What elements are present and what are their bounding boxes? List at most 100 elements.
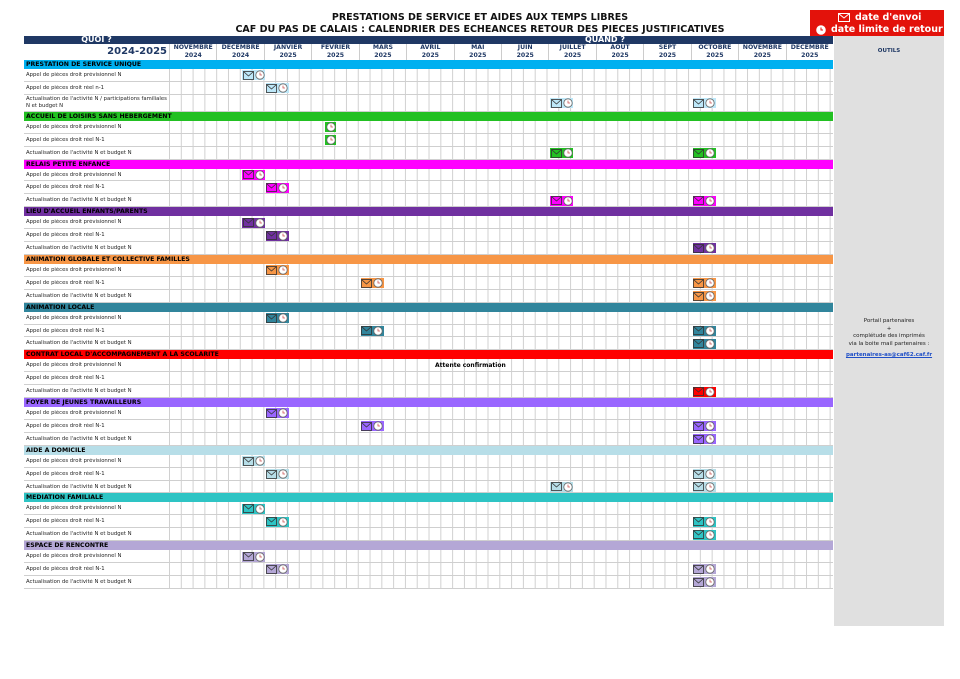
clock-icon — [704, 98, 716, 109]
legend-retour-label: date limite de retour — [831, 24, 943, 35]
portail-line3: complétude des imprimés — [853, 333, 925, 339]
schedule-mark — [692, 386, 716, 397]
row-divider — [24, 418, 833, 420]
clock-icon — [704, 481, 716, 492]
month-header: MAI 2025 — [453, 44, 501, 60]
row-divider — [24, 110, 833, 112]
row-divider — [24, 93, 833, 95]
row-divider — [24, 384, 833, 386]
row-divider — [24, 336, 833, 338]
month-name: JUIN — [517, 44, 533, 51]
row-label: Actualisation de l'activité N et budget … — [26, 340, 132, 347]
email-link[interactable]: partenaires-as@caf62.caf.fr — [845, 352, 933, 358]
row-grid — [169, 194, 833, 208]
envelope-icon — [692, 529, 705, 540]
row-divider — [24, 323, 833, 325]
legend-retour: date limite de retour — [816, 24, 943, 35]
envelope-icon — [692, 195, 705, 206]
envelope-icon — [265, 265, 278, 276]
period-label: 2024-2025 — [107, 46, 167, 57]
schedule-mark — [692, 148, 716, 159]
month-year: 2024 — [232, 51, 250, 59]
month-header: DECEMBRE 2024 — [216, 44, 263, 60]
row-grid — [169, 146, 833, 160]
row-grid — [169, 324, 833, 338]
row-divider — [24, 371, 833, 373]
month-year: 2025 — [421, 51, 439, 59]
month-header: JUIN 2025 — [501, 44, 548, 60]
month-name: AVRIL — [420, 44, 441, 51]
month-header: MARS 2025 — [358, 44, 406, 60]
clock-icon — [704, 386, 716, 397]
envelope-icon — [692, 325, 705, 336]
outils-panel — [834, 36, 944, 626]
row-divider — [24, 241, 833, 242]
row-divider — [24, 397, 833, 398]
month-name: FEVRIER — [320, 44, 351, 51]
quoi-label: QUOI ? — [81, 35, 112, 44]
envelope-icon — [692, 516, 705, 527]
row-label: Actualisation de l'activité N et budget … — [26, 197, 132, 204]
row-grid — [169, 94, 833, 112]
schedule-mark — [692, 421, 716, 432]
envelope-icon — [360, 421, 373, 432]
row-divider — [24, 132, 833, 134]
envelope-icon — [550, 98, 563, 109]
page-subtitle: CAF DU PAS DE CALAIS : CALENDRIER DES EC… — [235, 24, 725, 35]
schedule-mark — [692, 291, 716, 302]
row-label: Actualisation de l'activité N et budget … — [26, 292, 132, 299]
row-grid — [169, 407, 833, 420]
row-grid — [169, 563, 833, 576]
month-header: JANVIER 2025 — [263, 44, 311, 60]
section-header: CONTRAT LOCAL D'ACCOMPAGNEMENT A LA SCOL… — [24, 350, 833, 360]
month-name: NOVEMBRE — [742, 44, 782, 51]
envelope-icon — [265, 469, 278, 480]
schedule-mark — [692, 434, 716, 445]
row-label: Appel de pièces droit prévisionnel N — [26, 410, 122, 416]
row-divider — [24, 431, 833, 433]
row-label: Appel de pièces droit prévisionnel N — [26, 266, 122, 273]
quand-label: QUAND ? — [584, 35, 625, 44]
month-header: JUILLET 2025 — [548, 44, 595, 60]
month-year: 2025 — [611, 51, 629, 59]
envelope-icon — [265, 230, 278, 241]
row-grid — [169, 359, 833, 373]
month-header: FEVRIER 2025 — [311, 44, 358, 60]
row-label: Appel de pièces droit prévisionnel N — [26, 219, 122, 226]
month-year: 2025 — [564, 51, 582, 59]
clock-icon — [277, 313, 289, 324]
envelope-icon — [550, 148, 563, 159]
month-name: OCTOBRE — [698, 44, 732, 51]
deadline-mark — [313, 122, 337, 133]
schedule-mark — [692, 481, 716, 492]
clock-icon — [704, 278, 716, 289]
envelope-icon — [692, 98, 705, 109]
row-divider — [24, 587, 833, 589]
row-grid — [169, 385, 833, 398]
row-label: Appel de pièces droit prévisionnel N — [26, 123, 122, 130]
schedule-mark — [692, 469, 716, 480]
row-divider — [24, 206, 833, 208]
clock-icon — [325, 122, 337, 133]
clock-icon — [704, 434, 716, 445]
row-grid — [169, 216, 833, 230]
row-grid — [169, 419, 833, 433]
clock-icon — [277, 83, 289, 94]
schedule-mark — [692, 577, 716, 588]
row-label: Appel de pièces droit prévisionnel N — [26, 457, 122, 464]
clock-icon — [704, 243, 716, 254]
envelope-icon — [692, 577, 705, 588]
section-header: LIEU D'ACCUEIL ENFANTS/PARENTS — [24, 207, 833, 217]
month-name: AOUT — [610, 44, 630, 51]
row-grid — [169, 480, 833, 494]
section-header: ESPACE DE RENCONTRE — [24, 541, 833, 551]
month-header: AVRIL 2025 — [406, 44, 453, 60]
schedule-mark — [360, 421, 384, 432]
clock-icon — [277, 564, 289, 575]
month-name: DECEMBRE — [221, 44, 260, 51]
schedule-mark — [242, 456, 266, 467]
schedule-mark — [550, 195, 574, 206]
month-name: NOVEMBRE — [173, 44, 213, 51]
row-divider — [24, 253, 833, 255]
month-year: 2025 — [279, 51, 297, 59]
